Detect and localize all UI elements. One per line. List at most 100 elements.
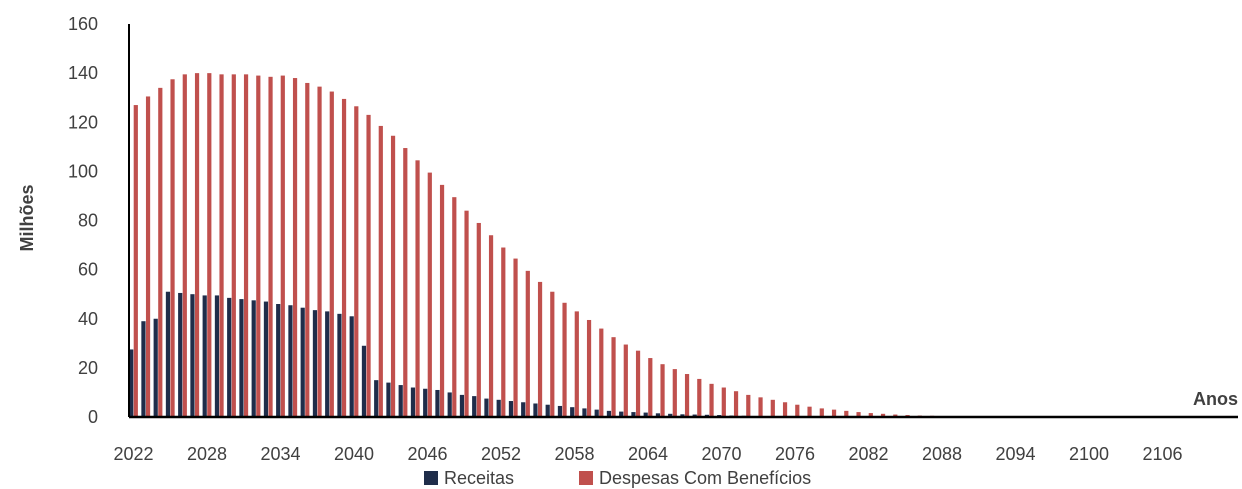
bar-despesas-2032 [256,75,261,417]
bar-despesas-2038 [329,91,334,418]
x-tick-label: 2040 [334,444,374,464]
bar-receitas-2058 [570,407,575,417]
y-tick-label: 160 [68,14,98,34]
bar-receitas-2051 [484,398,489,417]
bars-layer [129,73,1045,418]
bar-despesas-2083 [880,413,886,417]
bar-despesas-2028 [207,73,212,418]
bar-despesas-2025 [170,79,175,418]
bar-receitas-2062 [619,411,624,417]
bar-despesas-2030 [231,74,236,417]
x-tick-label: 2064 [628,444,668,464]
bar-receitas-2045 [410,387,416,417]
bar-receitas-2050 [472,396,477,417]
bar-despesas-2049 [464,210,469,417]
legend: Receitas Despesas Com Benefícios [424,468,811,488]
bar-receitas-2065 [655,413,661,417]
x-tick-label: 2088 [922,444,962,464]
bar-receitas-2046 [423,388,428,417]
y-tick-label: 80 [78,211,98,231]
legend-swatch-receitas [424,471,438,485]
legend-label-despesas: Despesas Com Benefícios [599,468,811,488]
bar-receitas-2025 [165,291,171,417]
x-tick-label: 2100 [1069,444,1109,464]
bar-receitas-2029 [214,295,220,417]
bar-receitas-2057 [557,405,563,417]
bar-receitas-2041 [361,345,367,417]
bar-receitas-2036 [300,307,305,417]
bar-despesas-2078 [819,408,824,417]
bar-despesas-2036 [305,82,310,417]
bar-despesas-2063 [635,350,641,417]
x-tick-label: 2034 [260,444,300,464]
y-tick-label: 40 [78,309,98,329]
bar-receitas-2061 [606,410,612,417]
y-tick-label: 100 [68,161,98,181]
bar-despesas-2041 [366,114,371,417]
bar-receitas-2035 [288,305,293,417]
x-tick-label: 2082 [848,444,888,464]
x-tick-label: 2052 [481,444,521,464]
bar-despesas-2040 [354,106,359,417]
bar-despesas-2060 [599,328,604,417]
x-axis-title: Anos [1193,389,1238,409]
bar-receitas-2063 [631,412,636,417]
bar-despesas-2072 [746,394,751,417]
bar-receitas-2038 [325,311,330,417]
bar-despesas-2069 [709,383,714,417]
bar-receitas-2034 [276,304,281,417]
bar-despesas-2027 [194,73,200,418]
y-tick-labels: 0 20 40 60 80 100 120 140 160 [68,14,98,427]
bar-receitas-2059 [582,408,587,417]
bar-despesas-2050 [476,222,481,417]
bar-despesas-2024 [158,87,163,418]
bar-despesas-2039 [341,98,347,418]
bar-despesas-2058 [574,311,579,417]
bar-despesas-2051 [488,235,494,417]
bar-despesas-2079 [831,409,837,417]
bar-despesas-2070 [721,387,726,417]
bar-despesas-2035 [292,78,298,417]
bar-receitas-2040 [349,316,354,417]
bar-receitas-2049 [459,394,465,417]
x-tick-label: 2076 [775,444,815,464]
bar-despesas-2082 [868,413,873,417]
bar-despesas-2054 [525,270,530,417]
y-tick-label: 140 [68,63,98,83]
bar-receitas-2032 [251,300,256,417]
legend-label-receitas: Receitas [444,468,514,488]
bar-despesas-2074 [770,399,775,417]
bar-despesas-2034 [280,75,285,417]
x-tick-label: 2028 [187,444,227,464]
bar-despesas-2023 [145,96,151,418]
bar-receitas-2048 [447,392,452,417]
bar-despesas-2065 [660,364,665,417]
x-tick-label: 2022 [113,444,153,464]
bar-receitas-2066 [668,413,673,417]
bar-receitas-2033 [263,301,269,417]
bar-despesas-2057 [562,302,567,417]
bar-despesas-2059 [586,319,592,417]
bar-receitas-2047 [435,389,440,417]
bar-despesas-2071 [733,391,739,417]
x-tick-label: 2070 [701,444,741,464]
bar-despesas-2053 [513,258,518,417]
bar-despesas-2066 [672,369,677,417]
bar-despesas-2075 [782,402,788,417]
bar-receitas-2044 [398,385,403,417]
bar-receitas-2060 [594,409,599,417]
x-tick-label: 2058 [554,444,594,464]
bar-despesas-2045 [415,160,420,417]
bar-receitas-2022 [129,349,134,417]
bar-receitas-2053 [508,401,514,417]
x-tick-labels: 2022 2028 2034 2040 2046 2052 2058 2064 2070 2076… [113,444,1182,464]
bar-receitas-2056 [545,404,550,417]
bar-receitas-2027 [190,294,195,417]
bar-receitas-2039 [337,313,342,417]
x-tick-label: 2094 [995,444,1035,464]
bar-despesas-2068 [697,378,702,417]
y-axis-title: Milhões [17,184,37,251]
bar-despesas-2073 [758,397,763,417]
bar-despesas-2044 [403,148,408,418]
